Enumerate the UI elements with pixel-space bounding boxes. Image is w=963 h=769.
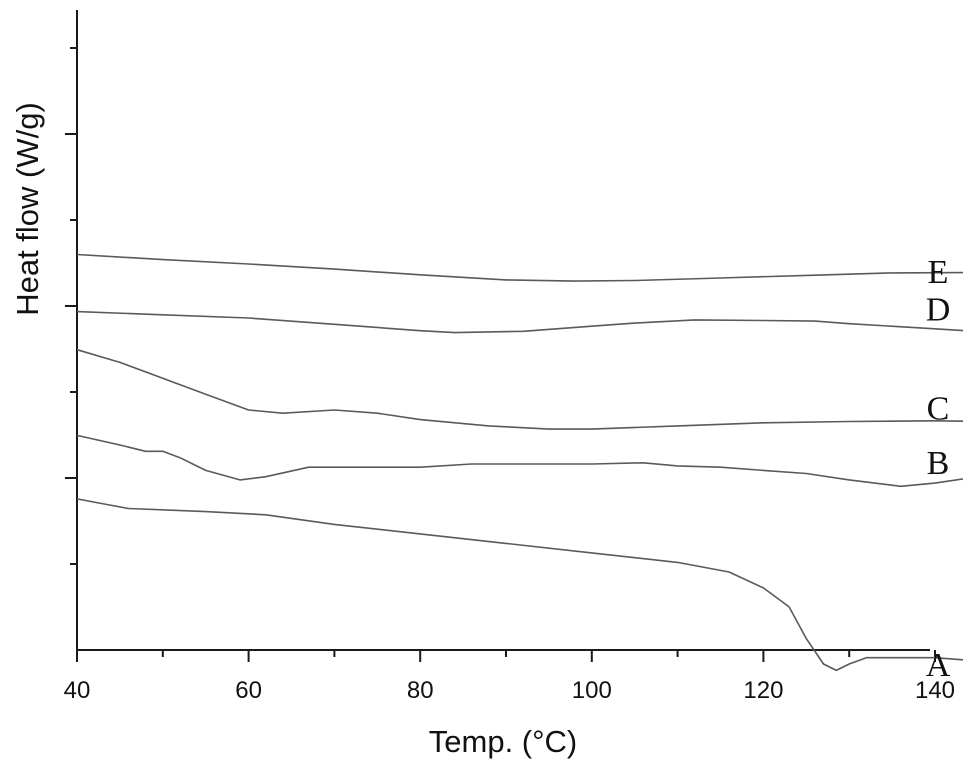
y-axis-title: Heat flow (W/g): [10, 102, 45, 316]
series-label-B: B: [927, 445, 950, 482]
series-label-C: C: [927, 391, 950, 428]
series-line-A: [76, 498, 963, 672]
series-group: A BC DE: [76, 253, 963, 684]
x-tick-label: 80: [407, 677, 434, 704]
series-line-C: [76, 348, 963, 430]
x-ticks: 406080100120140160180: [64, 650, 955, 704]
series-line-B: [76, 434, 963, 488]
x-tick-label: 120: [743, 677, 783, 704]
x-tick-label: 140: [915, 677, 955, 704]
x-axis-title: Temp. (°C): [429, 724, 577, 759]
series-label-D: D: [926, 291, 951, 328]
series-label-E: E: [928, 254, 949, 291]
series-label-A: A: [926, 647, 951, 684]
x-tick-label: 60: [235, 677, 262, 704]
x-tick-label: 100: [572, 677, 612, 704]
series-line-D: [76, 310, 963, 334]
series-line-E: [76, 253, 963, 282]
x-tick-label: 40: [64, 677, 91, 704]
axes: [76, 10, 930, 651]
y-ticks: [65, 47, 77, 565]
